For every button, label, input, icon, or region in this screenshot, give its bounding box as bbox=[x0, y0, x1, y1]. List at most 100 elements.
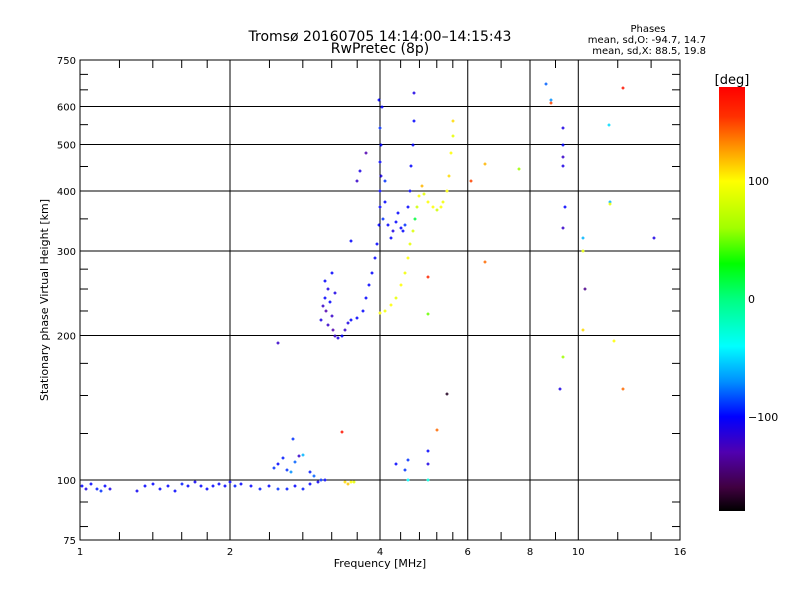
echo-point bbox=[394, 462, 398, 466]
echo-point bbox=[549, 101, 553, 105]
echo-point bbox=[289, 470, 293, 474]
echo-point bbox=[403, 468, 407, 472]
echo-point bbox=[375, 242, 379, 246]
echo-point bbox=[383, 200, 387, 204]
grid-lines bbox=[80, 60, 680, 540]
echo-point bbox=[355, 316, 359, 320]
echo-point bbox=[412, 119, 416, 123]
echo-point bbox=[272, 466, 276, 470]
echo-point bbox=[151, 482, 155, 486]
echo-point bbox=[340, 334, 344, 338]
echo-point bbox=[581, 249, 585, 253]
echo-point bbox=[84, 487, 88, 491]
echo-point bbox=[583, 287, 587, 291]
echo-point bbox=[217, 482, 221, 486]
echo-point bbox=[581, 236, 585, 240]
colorbar-tick-label: 100 bbox=[748, 175, 769, 188]
echo-point bbox=[378, 205, 382, 209]
echo-point bbox=[321, 304, 325, 308]
echo-point bbox=[186, 484, 190, 488]
echo-point bbox=[426, 312, 430, 316]
data-points bbox=[80, 82, 656, 493]
echo-point bbox=[612, 339, 616, 343]
echo-point bbox=[173, 489, 177, 493]
echo-point bbox=[293, 484, 297, 488]
echo-point bbox=[406, 256, 410, 260]
echo-point bbox=[343, 328, 347, 332]
echo-point bbox=[297, 454, 301, 458]
colorbar-tick-label: −100 bbox=[748, 411, 778, 424]
echo-point bbox=[561, 143, 565, 147]
echo-point bbox=[103, 484, 107, 488]
echo-point bbox=[308, 482, 312, 486]
echo-point bbox=[319, 478, 323, 482]
y-tick-label: 100 bbox=[57, 476, 76, 487]
echo-point bbox=[330, 314, 334, 318]
echo-point bbox=[316, 480, 320, 484]
x-tick-label: 4 bbox=[377, 547, 383, 558]
echo-point bbox=[228, 480, 232, 484]
echo-point bbox=[301, 487, 305, 491]
stats-o-line: mean, sd,O: -94.7, 14.7 bbox=[588, 35, 706, 46]
echo-point bbox=[415, 205, 419, 209]
echo-point bbox=[378, 160, 382, 164]
echo-point bbox=[346, 321, 350, 325]
echo-point bbox=[378, 311, 382, 315]
echo-point bbox=[293, 460, 297, 464]
echo-point bbox=[431, 205, 435, 209]
echo-point bbox=[324, 309, 328, 313]
echo-point bbox=[205, 487, 209, 491]
echo-point bbox=[373, 256, 377, 260]
echo-point bbox=[199, 484, 203, 488]
echo-point bbox=[408, 242, 412, 246]
echo-point bbox=[607, 123, 611, 127]
echo-point bbox=[352, 480, 356, 484]
echo-point bbox=[378, 126, 382, 130]
echo-point bbox=[281, 456, 285, 460]
echo-point bbox=[563, 205, 567, 209]
echo-point bbox=[383, 309, 387, 313]
echo-point bbox=[561, 164, 565, 168]
echo-point bbox=[549, 98, 553, 102]
echo-point bbox=[411, 143, 415, 147]
echo-point bbox=[276, 462, 280, 466]
echo-point bbox=[406, 205, 410, 209]
echo-point bbox=[469, 179, 473, 183]
echo-point bbox=[377, 223, 381, 227]
echo-point bbox=[364, 151, 368, 155]
echo-point bbox=[447, 174, 451, 178]
colorbar-ticks: 100 0 −100 bbox=[748, 175, 778, 424]
echo-point bbox=[331, 328, 335, 332]
echo-point bbox=[158, 487, 162, 491]
y-tick-label: 300 bbox=[57, 247, 76, 258]
echo-point bbox=[211, 484, 215, 488]
echo-point bbox=[340, 430, 344, 434]
echo-point bbox=[389, 236, 393, 240]
echo-point bbox=[326, 323, 330, 327]
echo-point bbox=[435, 428, 439, 432]
chart-subtitle: RwPretec (8p) bbox=[331, 41, 429, 57]
x-tick-label: 6 bbox=[465, 547, 471, 558]
echo-point bbox=[233, 484, 237, 488]
echo-point bbox=[451, 134, 455, 138]
stats-x-line: mean, sd,X: 88.5, 19.8 bbox=[592, 46, 706, 57]
echo-point bbox=[377, 98, 381, 102]
echo-point bbox=[483, 162, 487, 166]
echo-point bbox=[441, 200, 445, 204]
echo-point bbox=[411, 229, 415, 233]
echo-point bbox=[379, 174, 383, 178]
colorbar-tick-label: 0 bbox=[748, 293, 755, 306]
echo-point bbox=[99, 489, 103, 493]
echo-point bbox=[621, 86, 625, 90]
echo-point bbox=[378, 189, 382, 193]
echo-point bbox=[333, 334, 337, 338]
axis-ticks: 1 2 4 6 8 10 16 75 100 200 300 400 500 600 750 bbox=[57, 56, 686, 558]
chart-title: Tromsø 20160705 14:14:00–14:15:43 bbox=[248, 29, 512, 45]
echo-point bbox=[652, 236, 656, 240]
echo-point bbox=[389, 303, 393, 307]
echo-point bbox=[143, 484, 147, 488]
echo-point bbox=[426, 478, 430, 482]
echo-point bbox=[608, 202, 612, 206]
echo-point bbox=[561, 226, 565, 230]
y-axis-label: Stationary phase Virtual Height [km] bbox=[38, 199, 51, 401]
